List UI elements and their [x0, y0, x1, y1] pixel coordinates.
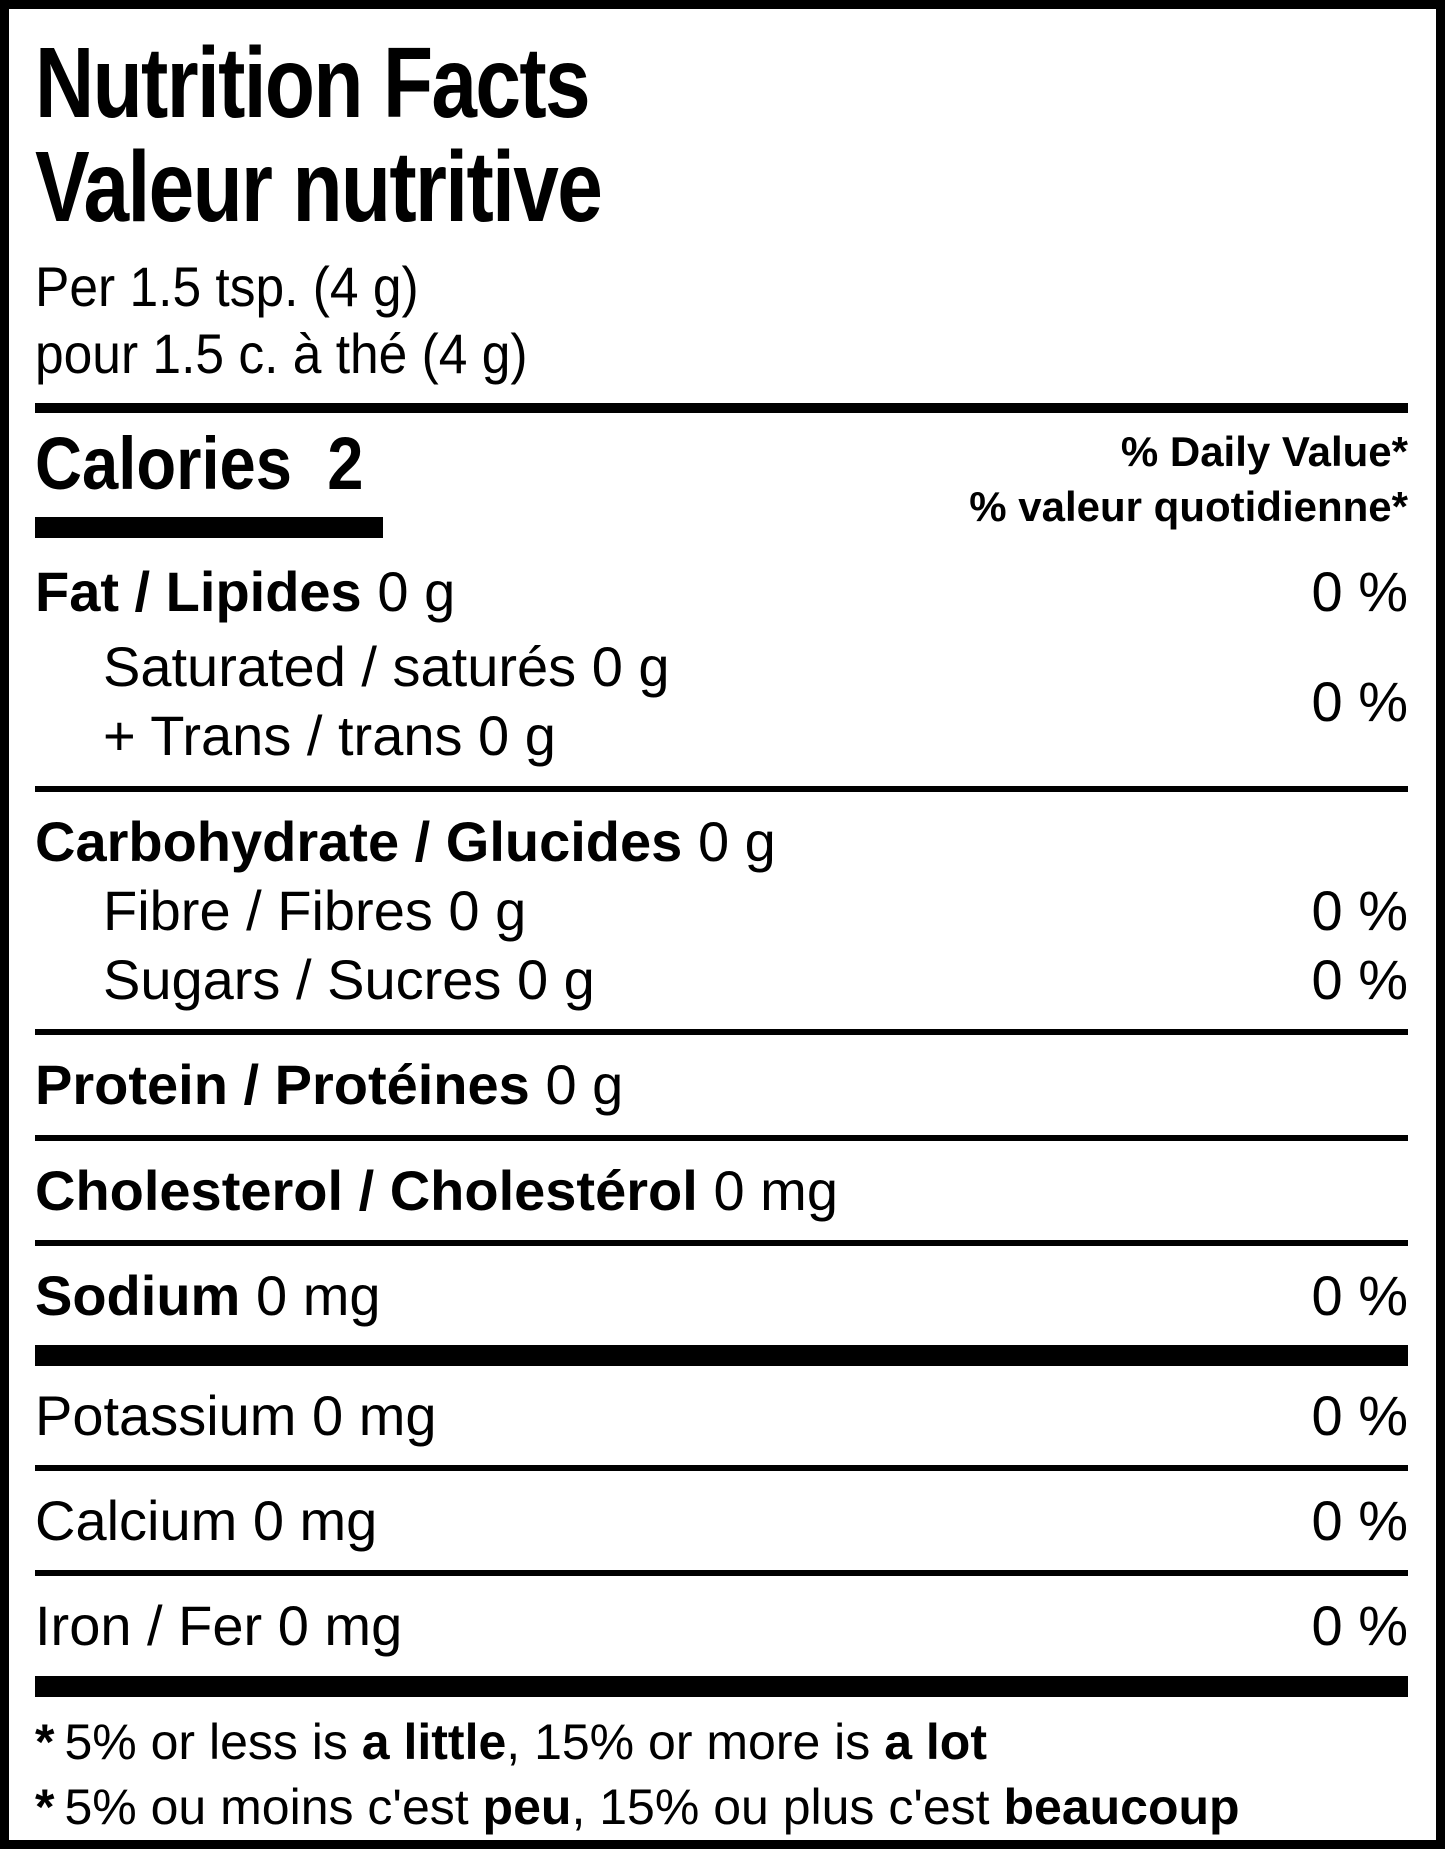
serving-size-french: pour 1.5 c. à thé (4 g) [35, 322, 528, 386]
footnote-french-part1: 5% ou moins c'est [64, 1778, 483, 1835]
protein-name: Protein / Protéines [35, 1053, 530, 1117]
potassium-section-separator [35, 1465, 1408, 1472]
potassium-daily-value: 0 % [1311, 1384, 1409, 1447]
calcium-row: Calcium 0 mg 0 % [35, 1487, 1408, 1554]
potassium-label: Potassium 0 mg [35, 1384, 437, 1447]
iron-label: Iron / Fer 0 mg [35, 1594, 403, 1658]
sodium-section-thick-bar [35, 1345, 1408, 1366]
daily-value-header-english: % Daily Value* [1120, 428, 1408, 476]
carbohydrate-section-separator [35, 1029, 1408, 1036]
calories-label: Calories [35, 422, 292, 506]
carbohydrate-amount: 0 g [697, 809, 776, 873]
cholesterol-row: Cholesterol / Cholestérol 0 mg [35, 1157, 1408, 1224]
fibre-daily-value: 0 % [1311, 879, 1409, 943]
footnote-french: * 5% ou moins c'est peu, 15% ou plus c'es… [35, 1778, 1408, 1837]
serving-size-english: Per 1.5 tsp. (4 g) [35, 255, 419, 318]
fat-daily-value: 0 % [1311, 560, 1409, 624]
calcium-daily-value: 0 % [1311, 1489, 1409, 1553]
calories-group: Calories 2 [35, 425, 408, 539]
saturated-line: Saturated / saturés 0 g [103, 635, 670, 699]
sugars-label: Sugars / Sucres 0 g [103, 948, 595, 1012]
daily-value-header-french: % valeur quotidienne* [969, 482, 1408, 530]
saturated-trans-daily-value: 0 % [1311, 669, 1409, 733]
sodium-row: Sodium 0 mg 0 % [35, 1262, 1408, 1329]
sugars-row: Sugars / Sucres 0 g 0 % [35, 946, 1408, 1013]
protein-amount: 0 g [545, 1053, 624, 1117]
fat-row: Fat / Lipides 0 g 0 % [35, 558, 1408, 625]
saturated-trans-lines: Saturated / saturés 0 g + Trans / trans … [35, 633, 670, 770]
fibre-label: Fibre / Fibres 0 g [103, 879, 527, 943]
protein-row: Protein / Protéines 0 g [35, 1051, 1408, 1118]
footnote-section-thick-bar [35, 1675, 1408, 1697]
sugars-daily-value: 0 % [1311, 948, 1409, 1012]
footnote-english-part1: 5% or less is [64, 1713, 362, 1770]
iron-daily-value: 0 % [1311, 1594, 1409, 1658]
carbohydrate-row: Carbohydrate / Glucides 0 g [35, 808, 1408, 875]
fat-amount: 0 g [377, 560, 456, 624]
calories-section: Calories 2 % Daily Value* % valeur quotid… [35, 425, 1408, 539]
fat-label: Fat / Lipides 0 g [35, 558, 455, 625]
daily-value-header: % Daily Value* % valeur quotidienne* [969, 425, 1408, 534]
fat-name: Fat / Lipides [35, 560, 362, 624]
sodium-daily-value: 0 % [1311, 1263, 1409, 1327]
footnote-french-bold2: beaucoup [1003, 1778, 1240, 1835]
footnote-english-bold2: a lot [884, 1713, 987, 1770]
footnote-english-asterisk: * [35, 1713, 55, 1770]
trans-line: + Trans / trans 0 g [103, 703, 556, 767]
fat-section-separator [35, 785, 1408, 792]
sodium-name: Sodium [35, 1263, 241, 1327]
sodium-amount: 0 mg [256, 1263, 381, 1327]
calcium-label: Calcium 0 mg [35, 1489, 378, 1553]
calcium-section-separator [35, 1570, 1408, 1577]
protein-label: Protein / Protéines 0 g [35, 1051, 623, 1118]
iron-row: Iron / Fer 0 mg 0 % [35, 1592, 1408, 1659]
title-french: Valeur nutritive [35, 131, 603, 243]
footnote-english-part2: , 15% or more is [506, 1713, 885, 1770]
header-separator-rule [35, 403, 1408, 414]
sodium-label: Sodium 0 mg [35, 1262, 381, 1329]
cholesterol-amount: 0 mg [713, 1158, 838, 1222]
footnote-english: * 5% or less is a little, 15% or more is … [35, 1713, 1408, 1772]
cholesterol-label: Cholesterol / Cholestérol 0 mg [35, 1157, 838, 1224]
footnote-english-bold1: a little [361, 1713, 507, 1770]
calories-underline-bar [35, 517, 383, 539]
carbohydrate-name: Carbohydrate / Glucides [35, 809, 683, 873]
calories-value: 2 [327, 422, 364, 506]
footnote-french-asterisk: * [35, 1778, 55, 1835]
potassium-row: Potassium 0 mg 0 % [35, 1382, 1408, 1449]
footnote-french-bold1: peu [482, 1778, 572, 1835]
fibre-row: Fibre / Fibres 0 g 0 % [35, 877, 1408, 944]
cholesterol-section-separator [35, 1239, 1408, 1246]
protein-section-separator [35, 1134, 1408, 1141]
saturated-trans-row: Saturated / saturés 0 g + Trans / trans … [35, 633, 1408, 770]
calories-line: Calories 2 [35, 425, 363, 503]
cholesterol-name: Cholesterol / Cholestérol [35, 1158, 698, 1222]
carbohydrate-label: Carbohydrate / Glucides 0 g [35, 808, 776, 875]
title-english: Nutrition Facts [35, 27, 591, 139]
footnote-french-part2: , 15% ou plus c'est [571, 1778, 1004, 1835]
